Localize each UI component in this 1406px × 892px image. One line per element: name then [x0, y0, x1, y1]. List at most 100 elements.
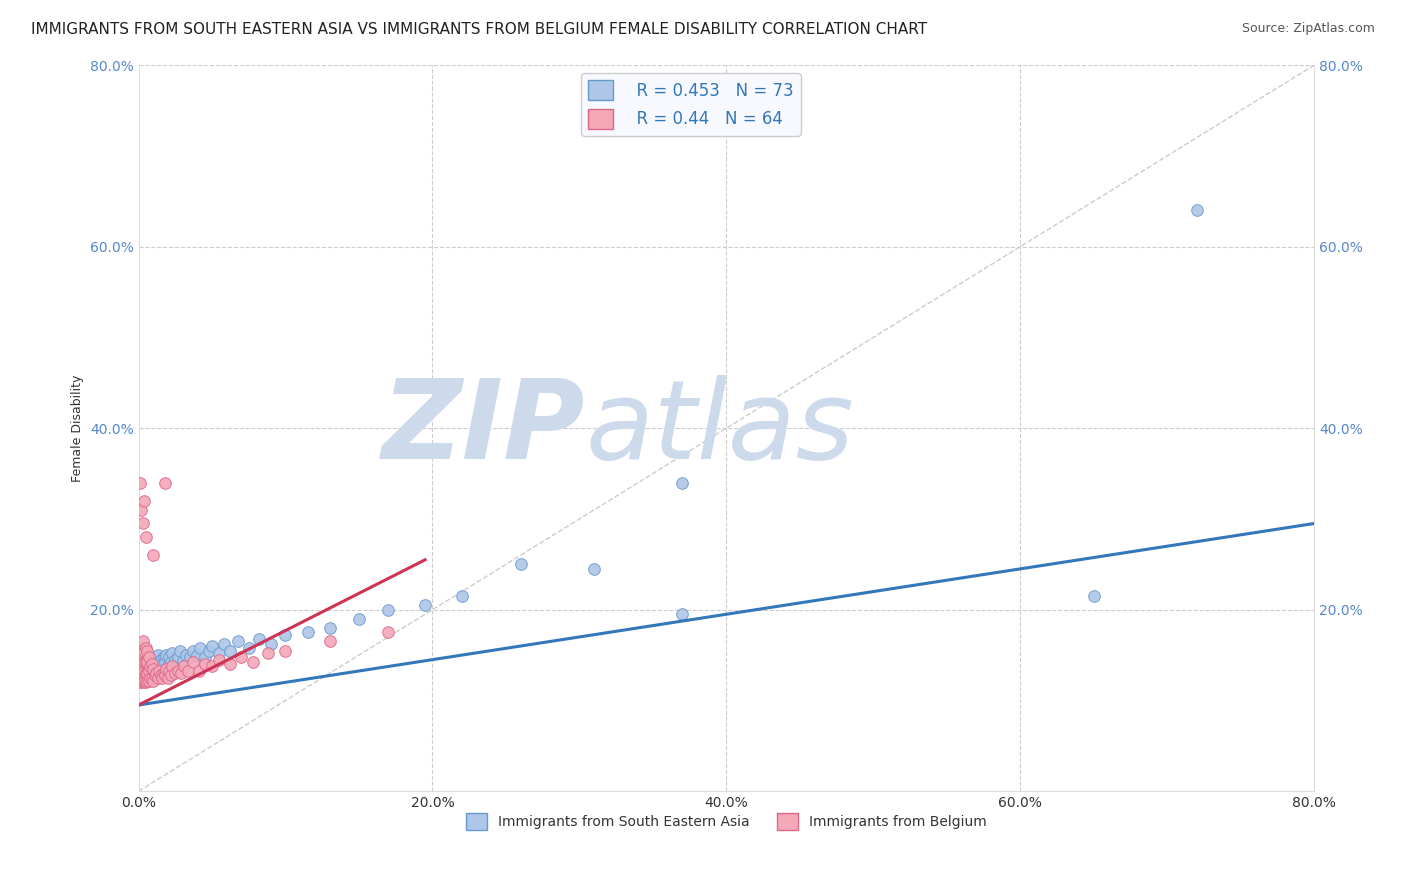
- Point: [150, 657, 173, 672]
- Point: [134, 665, 156, 679]
- Point: [167, 649, 190, 664]
- Point: [135, 656, 157, 670]
- Text: IMMIGRANTS FROM SOUTH EASTERN ASIA VS IMMIGRANTS FROM BELGIUM FEMALE DISABILITY : IMMIGRANTS FROM SOUTH EASTERN ASIA VS IM…: [31, 22, 927, 37]
- Point: [509, 558, 531, 572]
- Point: [145, 659, 167, 673]
- Point: [142, 548, 165, 562]
- Point: [132, 657, 155, 672]
- Point: [671, 475, 693, 490]
- Point: [135, 640, 157, 655]
- Point: [134, 657, 156, 672]
- Point: [139, 659, 162, 673]
- Point: [139, 662, 162, 676]
- Point: [170, 666, 193, 681]
- Point: [131, 668, 153, 682]
- Point: [165, 653, 187, 667]
- Point: [138, 666, 160, 681]
- Point: [238, 640, 260, 655]
- Point: [149, 662, 172, 676]
- Point: [141, 666, 163, 681]
- Point: [136, 665, 159, 679]
- Point: [318, 634, 340, 648]
- Point: [129, 643, 152, 657]
- Point: [377, 625, 399, 640]
- Point: [134, 666, 156, 681]
- Point: [413, 598, 436, 612]
- Point: [169, 643, 191, 657]
- Point: [165, 666, 187, 681]
- Point: [135, 530, 157, 544]
- Point: [142, 656, 165, 670]
- Point: [131, 640, 153, 655]
- Point: [146, 657, 169, 672]
- Point: [129, 662, 152, 676]
- Point: [212, 637, 235, 651]
- Point: [131, 665, 153, 679]
- Point: [145, 666, 167, 681]
- Point: [138, 665, 160, 679]
- Point: [1083, 589, 1105, 603]
- Point: [157, 649, 180, 664]
- Point: [153, 656, 176, 670]
- Point: [136, 657, 159, 672]
- Point: [450, 589, 472, 603]
- Point: [136, 648, 159, 662]
- Point: [142, 662, 165, 676]
- Point: [131, 653, 153, 667]
- Point: [135, 659, 157, 673]
- Text: atlas: atlas: [585, 375, 853, 482]
- Point: [141, 657, 163, 672]
- Legend: Immigrants from South Eastern Asia, Immigrants from Belgium: Immigrants from South Eastern Asia, Immi…: [460, 807, 993, 835]
- Point: [139, 671, 162, 685]
- Point: [142, 673, 165, 688]
- Point: [153, 475, 176, 490]
- Point: [135, 649, 157, 664]
- Point: [318, 621, 340, 635]
- Point: [134, 643, 156, 657]
- Point: [157, 665, 180, 679]
- Point: [148, 665, 170, 679]
- Point: [167, 665, 190, 679]
- Point: [198, 643, 221, 657]
- Point: [155, 648, 177, 662]
- Text: Source: ZipAtlas.com: Source: ZipAtlas.com: [1241, 22, 1375, 36]
- Point: [188, 640, 211, 655]
- Point: [228, 634, 250, 648]
- Point: [194, 649, 217, 664]
- Point: [129, 666, 152, 681]
- Text: ZIP: ZIP: [382, 375, 585, 482]
- Point: [138, 673, 160, 688]
- Point: [132, 666, 155, 681]
- Point: [129, 671, 152, 685]
- Point: [134, 673, 156, 688]
- Y-axis label: Female Disability: Female Disability: [72, 375, 84, 482]
- Point: [583, 562, 606, 576]
- Point: [146, 648, 169, 662]
- Point: [132, 649, 155, 664]
- Point: [143, 662, 166, 676]
- Point: [129, 675, 152, 690]
- Point: [174, 648, 197, 662]
- Point: [135, 668, 157, 682]
- Point: [145, 649, 167, 664]
- Point: [208, 653, 231, 667]
- Point: [274, 643, 297, 657]
- Point: [143, 653, 166, 667]
- Point: [671, 607, 693, 622]
- Point: [131, 673, 153, 688]
- Point: [218, 643, 240, 657]
- Point: [136, 673, 159, 688]
- Point: [132, 657, 155, 672]
- Point: [187, 665, 209, 679]
- Point: [146, 671, 169, 685]
- Point: [260, 637, 283, 651]
- Point: [194, 657, 217, 672]
- Point: [141, 671, 163, 685]
- Point: [179, 649, 201, 664]
- Point: [136, 643, 159, 657]
- Point: [218, 657, 240, 672]
- Point: [138, 649, 160, 664]
- Point: [160, 656, 183, 670]
- Point: [181, 656, 204, 670]
- Point: [131, 659, 153, 673]
